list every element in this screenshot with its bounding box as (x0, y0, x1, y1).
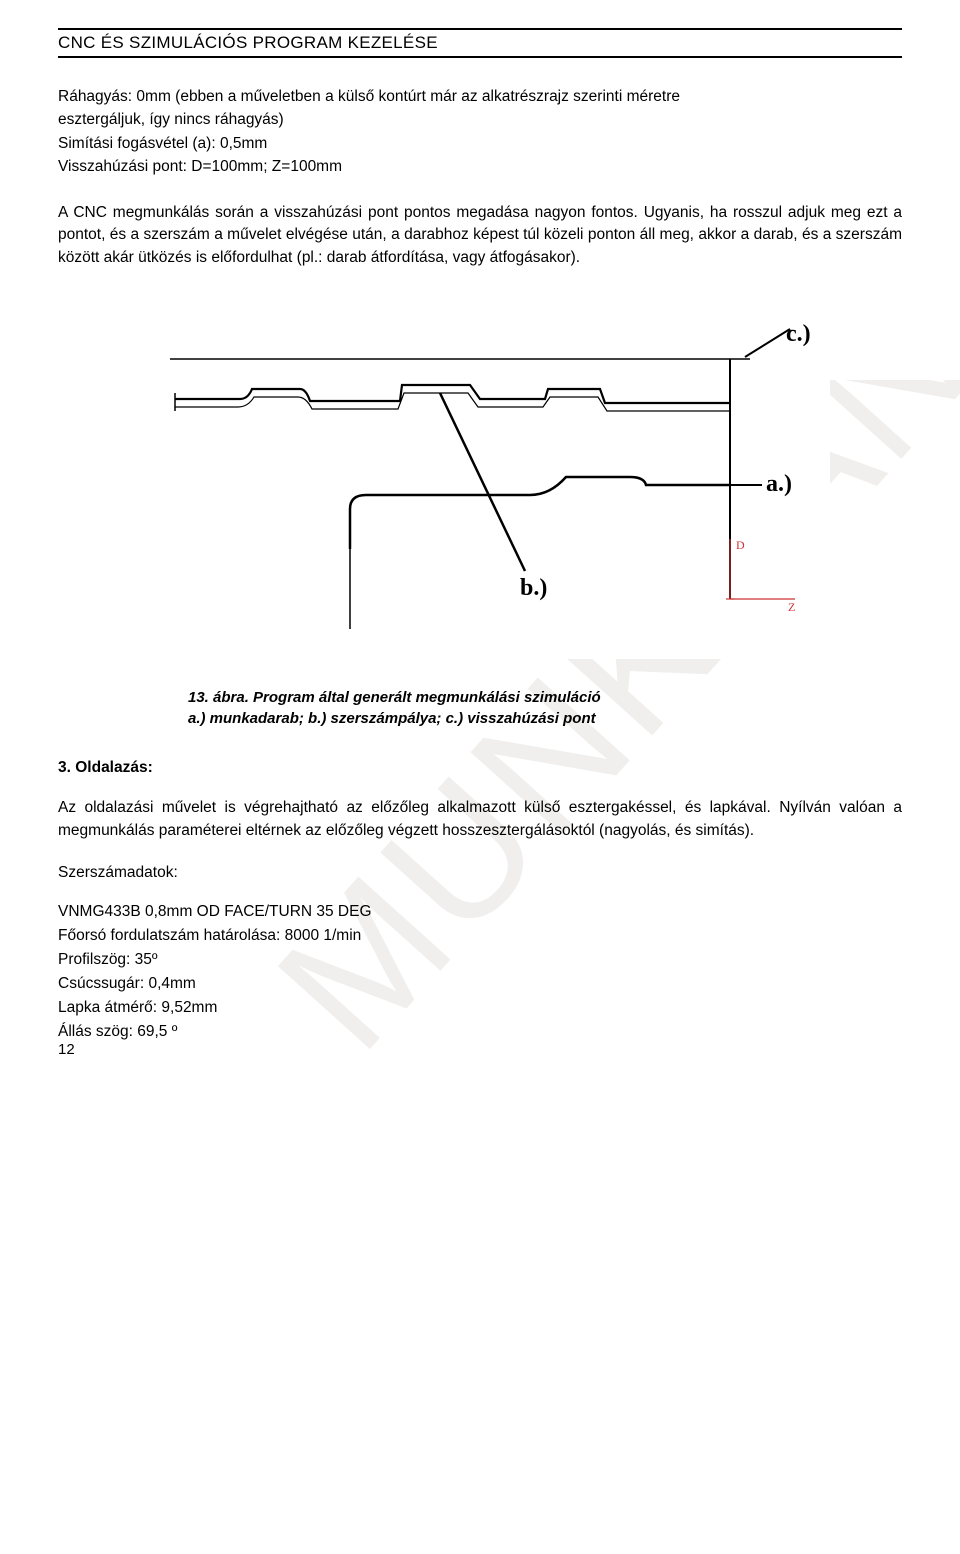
caption-line-2: a.) munkadarab; b.) szerszámpálya; c.) v… (188, 710, 596, 727)
axis-label-d: D (736, 538, 745, 552)
intro-line-3: Simítási fogásvétel (a): 0,5mm (58, 133, 902, 155)
intro-line-1: Ráhagyás: 0mm (ebben a műveletben a küls… (58, 86, 902, 108)
figure-label-a: a.) (766, 471, 792, 497)
body-paragraph-1: A CNC megmunkálás során a visszahúzási p… (58, 202, 902, 269)
page: CNC ÉS SZIMULÁCIÓS PROGRAM KEZELÉSE Ráha… (0, 0, 960, 1084)
tool-line-1: VNMG433B 0,8mm OD FACE/TURN 35 DEG (58, 900, 902, 924)
tool-line-6: Állás szög: 69,5 º (58, 1020, 902, 1044)
header-rule-block: CNC ÉS SZIMULÁCIÓS PROGRAM KEZELÉSE (58, 28, 902, 58)
page-title: CNC ÉS SZIMULÁCIÓS PROGRAM KEZELÉSE (58, 33, 902, 53)
tool-line-4: Csúcssugár: 0,4mm (58, 972, 902, 996)
tool-line-3: Profilszög: 35º (58, 948, 902, 972)
section-3-paragraph: Az oldalazási művelet is végrehajtható a… (58, 797, 902, 842)
simulation-diagram: D Z a.) b.) c.) (130, 299, 830, 659)
intro-line-4: Visszahúzási pont: D=100mm; Z=100mm (58, 156, 902, 178)
caption-line-1: 13. ábra. Program által generált megmunk… (188, 689, 601, 706)
figure-label-c: c.) (786, 321, 811, 347)
tool-line-2: Főorsó fordulatszám határolása: 8000 1/m… (58, 924, 902, 948)
axis-label-z: Z (788, 600, 795, 614)
section-3-heading: 3. Oldalazás: (58, 759, 902, 777)
figure-13: D Z a.) b.) c.) (58, 299, 902, 659)
tool-data-heading: Szerszámadatok: (58, 864, 902, 882)
intro-line-2: esztergáljuk, így nincs ráhagyás) (58, 109, 902, 131)
page-number: 12 (58, 1041, 75, 1058)
figure-label-b: b.) (520, 575, 547, 601)
figure-caption: 13. ábra. Program által generált megmunk… (188, 687, 902, 729)
tool-line-5: Lapka átmérő: 9,52mm (58, 996, 902, 1020)
